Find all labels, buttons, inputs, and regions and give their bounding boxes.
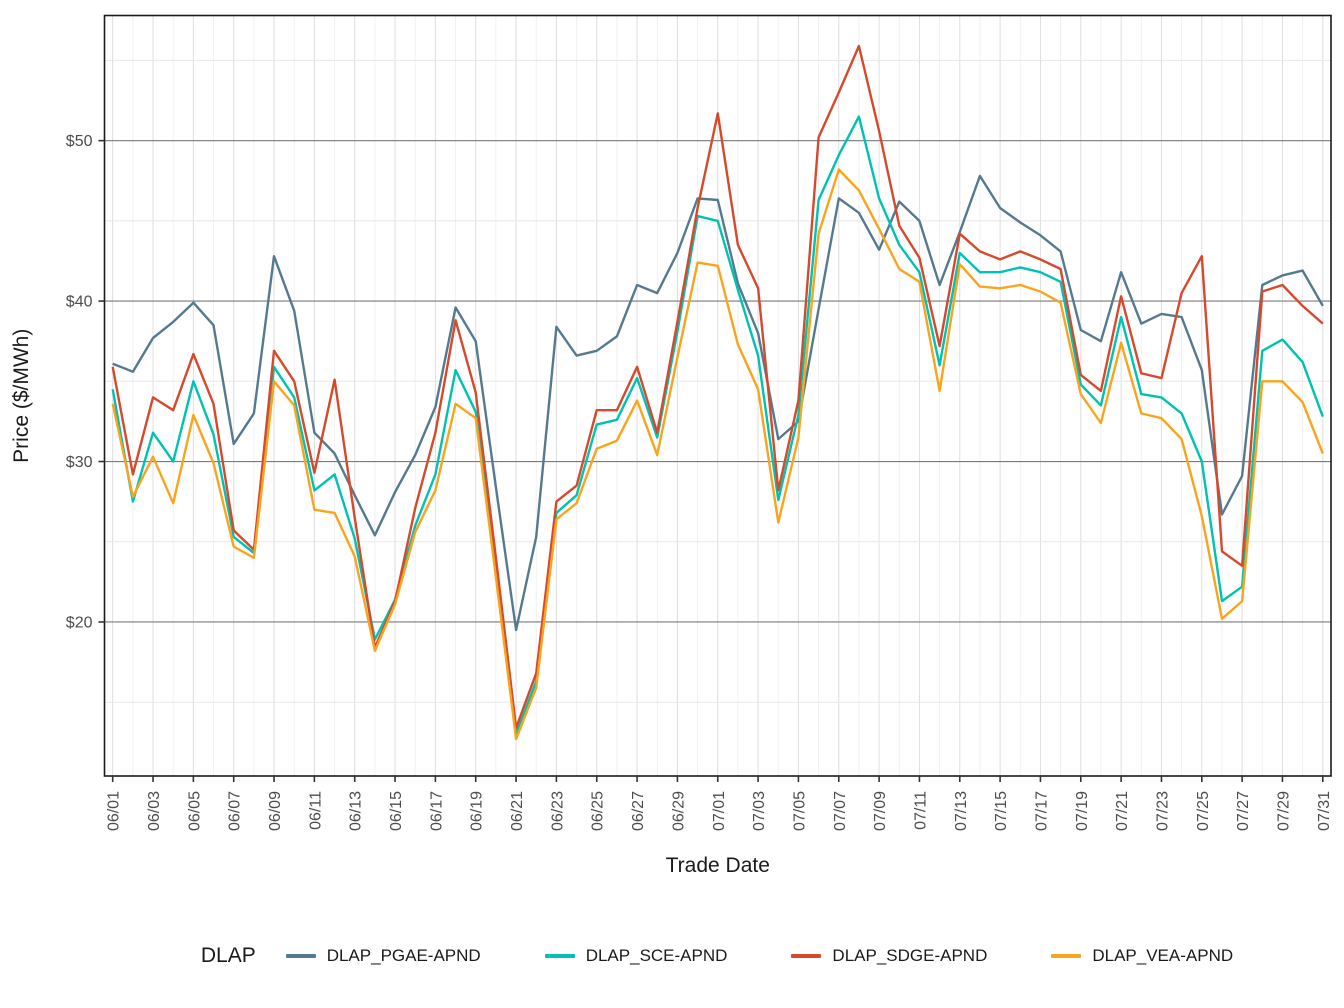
x-tick-label: 06/21	[509, 791, 526, 831]
x-tick-label: 06/03	[146, 791, 163, 831]
legend-label: DLAP_SDGE-APND	[832, 946, 988, 965]
x-tick-label: 06/27	[630, 791, 647, 831]
legend-label: DLAP_PGAE-APND	[326, 946, 481, 965]
legend-item-DLAP_SDGE-APND: DLAP_SDGE-APND	[791, 946, 987, 966]
y-tick-label: $50	[66, 133, 93, 150]
x-tick-label: 07/13	[953, 791, 970, 831]
x-tick-label: 07/17	[1033, 791, 1050, 831]
x-tick-label: 06/15	[388, 791, 405, 831]
line-chart: $20 $30 $40 $50 06/01 06/03 06/05 06/07 06/09 06/…	[10, 14, 1333, 877]
x-tick-label: 06/11	[307, 791, 324, 830]
x-tick-label: 06/13	[348, 791, 365, 831]
x-tick-label: 06/05	[186, 791, 203, 831]
legend-item-DLAP_PGAE-APND: DLAP_PGAE-APND	[285, 946, 481, 966]
legend: DLAP DLAP_PGAE-APND DLAP_SCE-APND DLAP_SDG…	[104, 928, 1330, 984]
x-tick-label: 06/23	[549, 791, 566, 831]
x-tick-label: 07/11	[912, 791, 929, 830]
x-tick-label: 07/01	[711, 791, 728, 831]
x-tick-label: 07/25	[1195, 791, 1212, 831]
x-tick-label: 06/19	[469, 791, 486, 831]
x-tick-label: 07/09	[872, 791, 889, 831]
legend-label: DLAP_SCE-APND	[585, 946, 728, 965]
x-tick-label: 07/21	[1114, 791, 1131, 831]
legend-item-DLAP_VEA-APND: DLAP_VEA-APND	[1051, 946, 1233, 966]
x-tick-label: 06/09	[267, 791, 284, 831]
x-tick-label: 07/05	[791, 791, 808, 831]
x-tick-label: 07/07	[832, 791, 849, 831]
x-tick-label: 07/03	[751, 791, 768, 831]
legend-item-DLAP_SCE-APND: DLAP_SCE-APND	[544, 946, 728, 966]
legend-key-line-icon	[544, 954, 575, 958]
y-axis-title: Price ($/MWh)	[10, 329, 33, 463]
x-axis-title: Trade Date	[666, 854, 770, 877]
series-line-DLAP_PGAE-APND	[112, 174, 1324, 632]
y-tick-label: $20	[66, 614, 93, 631]
x-tick-label: 06/25	[590, 791, 607, 831]
legend-label: DLAP_VEA-APND	[1092, 946, 1234, 965]
x-tick-label: 07/27	[1235, 791, 1252, 831]
y-tick-label: $30	[66, 454, 93, 471]
legend-title: DLAP	[200, 944, 256, 967]
x-tick-label: 06/01	[106, 791, 123, 831]
x-tick-label: 06/29	[670, 791, 687, 831]
series-line-DLAP_SDGE-APND	[111, 44, 1324, 730]
y-tick-label: $40	[66, 294, 93, 311]
x-tick-label: 07/29	[1275, 791, 1292, 831]
legend-key-line-icon	[1051, 954, 1082, 958]
x-tick-label: 06/07	[227, 791, 244, 831]
legend-key-line-icon	[285, 954, 316, 958]
series-line-DLAP_VEA-APND	[111, 168, 1324, 741]
x-tick-label: 07/23	[1154, 791, 1171, 831]
x-tick-label: 07/15	[993, 791, 1010, 831]
x-tick-label: 07/19	[1074, 791, 1091, 831]
legend-key-line-icon	[791, 954, 822, 958]
series-line-DLAP_SCE-APND	[111, 115, 1324, 736]
x-tick-label: 07/31	[1316, 791, 1333, 831]
x-tick-label: 06/17	[428, 791, 445, 831]
